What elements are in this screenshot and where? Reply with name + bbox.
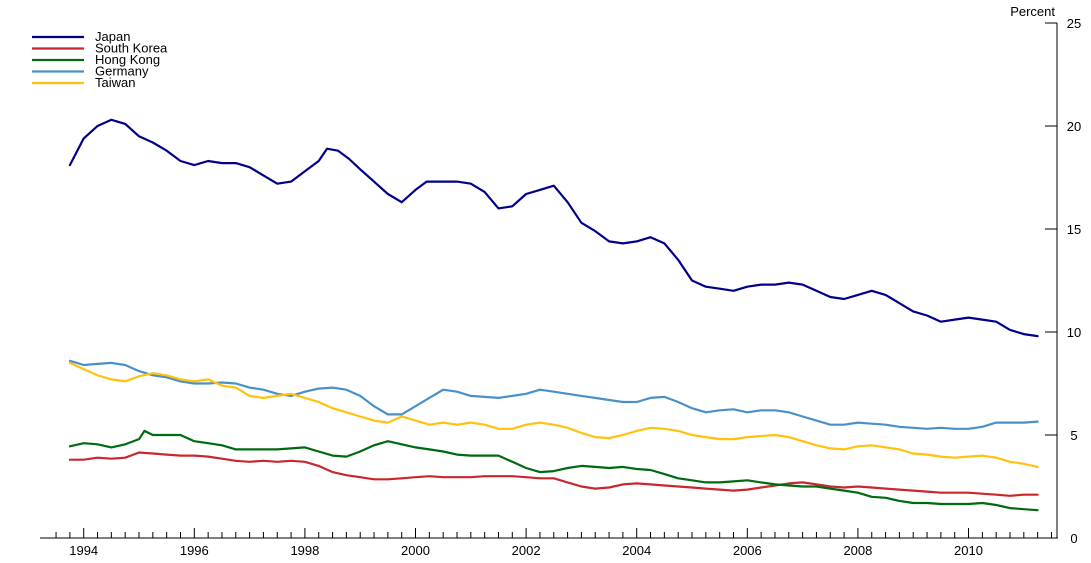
y-ticks: 0 5 10 15 20 25 bbox=[1045, 16, 1081, 546]
axes bbox=[40, 23, 1058, 539]
legend-label: Germany bbox=[95, 64, 149, 79]
y-tick-label: 25 bbox=[1067, 16, 1081, 31]
y-tick-label: 15 bbox=[1067, 222, 1081, 237]
series-line-germany bbox=[68, 359, 1039, 430]
x-tick-label: 1998 bbox=[290, 543, 319, 558]
x-tick-label: 1994 bbox=[69, 543, 98, 558]
series-lines bbox=[68, 118, 1039, 512]
x-tick-label: 2002 bbox=[512, 543, 541, 558]
x-tick-label: 2000 bbox=[401, 543, 430, 558]
series-line-taiwan bbox=[68, 361, 1039, 468]
legend-label: South Korea bbox=[95, 41, 168, 56]
y-tick-label: 0 bbox=[1070, 531, 1077, 546]
x-tick-label: 2010 bbox=[954, 543, 983, 558]
legend-label: Taiwan bbox=[95, 75, 135, 90]
x-tick-label: 2008 bbox=[843, 543, 872, 558]
x-tick-label: 1996 bbox=[180, 543, 209, 558]
y-tick-label: 10 bbox=[1067, 325, 1081, 340]
y-tick-label: 20 bbox=[1067, 119, 1081, 134]
legend-label: Japan bbox=[95, 29, 130, 44]
y-tick-label: 5 bbox=[1070, 428, 1077, 443]
x-tick-label: 2004 bbox=[622, 543, 651, 558]
series-line-japan bbox=[68, 118, 1039, 338]
series-line-south-korea bbox=[68, 451, 1039, 497]
legend-label: Hong Kong bbox=[95, 52, 160, 67]
series-line-hong-kong bbox=[68, 429, 1039, 512]
y-axis-unit-label: Percent bbox=[1010, 4, 1055, 19]
x-tick-label: 2006 bbox=[733, 543, 762, 558]
x-ticks: 1994 1996 1998 2000 2002 2004 2006 2008 2010 bbox=[55, 528, 1052, 558]
